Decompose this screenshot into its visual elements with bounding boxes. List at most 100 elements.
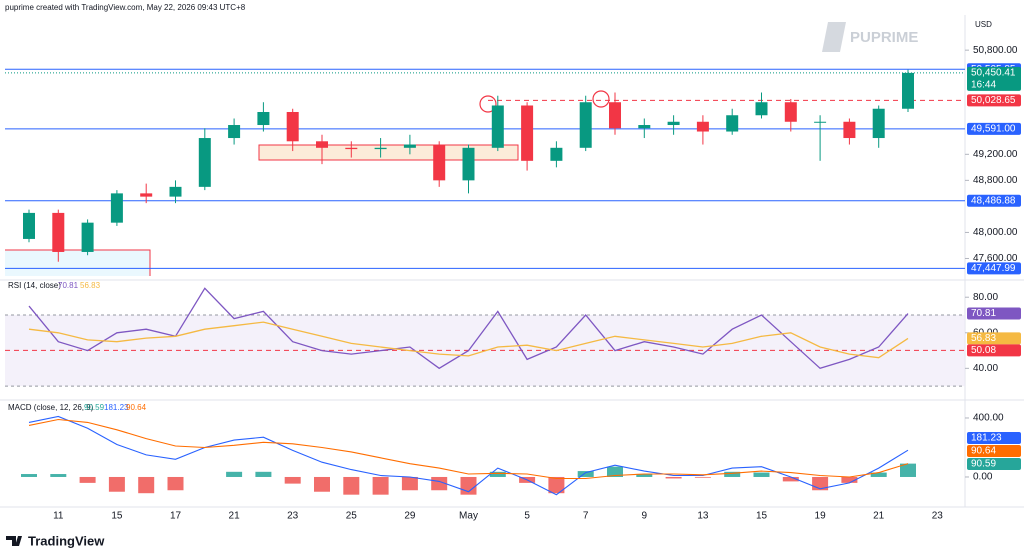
currency: USD xyxy=(975,20,992,29)
price-tag xyxy=(967,432,1021,444)
x-tick-label: 13 xyxy=(697,511,709,522)
y-tick-label: 80.00 xyxy=(973,292,998,303)
candle-body xyxy=(521,105,534,161)
price-tag xyxy=(967,194,1021,207)
footer-logo: TradingView xyxy=(6,533,105,548)
histogram-bar xyxy=(841,476,858,483)
candle-body xyxy=(345,147,358,150)
histogram-bar xyxy=(548,476,565,494)
x-tick-label: 23 xyxy=(287,511,299,522)
marker-circle xyxy=(479,95,497,113)
price-tag xyxy=(967,445,1021,457)
histogram-bar xyxy=(79,476,96,483)
candle-body xyxy=(491,105,504,148)
histogram-bar xyxy=(607,466,623,477)
price-tag-label: 70.81 xyxy=(971,308,996,319)
y-tick-label: 48,800.00 xyxy=(973,175,1018,186)
x-tick-label: 15 xyxy=(756,511,768,522)
candle-body xyxy=(814,121,827,123)
x-tick-label: May xyxy=(459,511,478,522)
candle-body xyxy=(784,102,797,122)
logo: PUPRIME xyxy=(822,22,918,52)
price-tag-label: 56.83 xyxy=(971,333,996,344)
candle-body xyxy=(81,222,94,252)
logo-text: PUPRIME xyxy=(850,29,918,46)
price-tag xyxy=(967,262,1021,275)
price-tag-label: 48,486.88 xyxy=(971,195,1016,206)
histogram-bar xyxy=(489,471,506,477)
price-tag-label: 90.59 xyxy=(971,459,996,470)
price-tag-label: 181.23 xyxy=(971,433,1002,444)
footer-icon xyxy=(6,536,22,546)
histogram-bar xyxy=(226,471,243,477)
candle-body xyxy=(23,212,35,239)
histogram-bar xyxy=(577,471,594,477)
price-tag xyxy=(967,458,1021,470)
candle-body xyxy=(579,102,592,148)
histogram-bar xyxy=(401,476,418,491)
candle-body xyxy=(374,147,387,150)
candle-body xyxy=(872,108,885,139)
histogram-bar xyxy=(694,476,711,478)
legend-value: 181.23 xyxy=(104,403,129,412)
histogram-bar xyxy=(284,476,301,484)
countdown: 16:44 xyxy=(971,80,996,91)
histogram-bar xyxy=(21,474,37,477)
legend-value: 70.81 xyxy=(58,281,79,290)
legend-value: 90.59 xyxy=(84,403,105,412)
candle-body xyxy=(110,193,123,223)
y-tick-label: 48,000.00 xyxy=(973,227,1018,238)
histogram-bar xyxy=(636,474,653,477)
footer-brand: TradingView xyxy=(28,533,105,548)
x-tick-label: 11 xyxy=(53,511,64,522)
histogram-bar xyxy=(665,476,682,479)
price-tag xyxy=(967,344,1021,357)
histogram-bar xyxy=(753,472,770,477)
histogram-bar xyxy=(50,474,67,477)
price-tag-label: 90.64 xyxy=(971,446,996,457)
candle-body xyxy=(257,111,270,126)
logo-icon xyxy=(822,22,846,52)
price-tag xyxy=(967,332,1021,345)
x-tick-label: 23 xyxy=(932,511,944,522)
candle-body xyxy=(755,102,768,116)
histogram-bar xyxy=(108,476,125,492)
y-tick-label: 50,800.00 xyxy=(973,45,1018,56)
candle-body xyxy=(433,144,446,181)
price-tag xyxy=(967,94,1021,107)
indicator-line xyxy=(28,415,909,496)
caption: puprime created with TradingView.com, Ma… xyxy=(5,3,246,12)
candle-body xyxy=(316,141,328,148)
x-tick-label: 5 xyxy=(524,511,530,522)
indicator-line xyxy=(28,418,909,480)
x-tick-label: 17 xyxy=(170,511,182,522)
candle-body xyxy=(286,111,299,142)
candle-body xyxy=(696,121,709,132)
histogram-bar xyxy=(138,476,155,494)
price-tag-label: 50.08 xyxy=(971,345,996,356)
candle-body xyxy=(726,115,739,132)
zone-box xyxy=(258,144,519,161)
price-tag-label: 50,450.41 xyxy=(971,68,1016,79)
price-tag xyxy=(967,66,1021,91)
pane-title: MACD (close, 12, 26, 9) xyxy=(8,403,94,412)
candle-body xyxy=(228,125,241,139)
histogram-bar xyxy=(724,471,741,477)
x-tick-label: 25 xyxy=(346,511,358,522)
indicator-line xyxy=(28,321,909,359)
legend-value: 56.83 xyxy=(80,281,101,290)
candle-body xyxy=(902,72,914,109)
x-tick-label: 21 xyxy=(229,511,241,522)
histogram-bar xyxy=(314,476,330,492)
x-tick-label: 19 xyxy=(815,511,827,522)
x-tick-label: 15 xyxy=(111,511,123,522)
x-tick-label: 9 xyxy=(642,511,648,522)
y-tick-label: 0.00 xyxy=(973,472,993,483)
y-tick-label: 40.00 xyxy=(973,363,998,374)
price-tag-label: 49,591.00 xyxy=(971,123,1016,134)
candle-body xyxy=(140,193,153,197)
x-tick-label: 21 xyxy=(873,511,885,522)
y-tick-label: 400.00 xyxy=(973,413,1004,424)
